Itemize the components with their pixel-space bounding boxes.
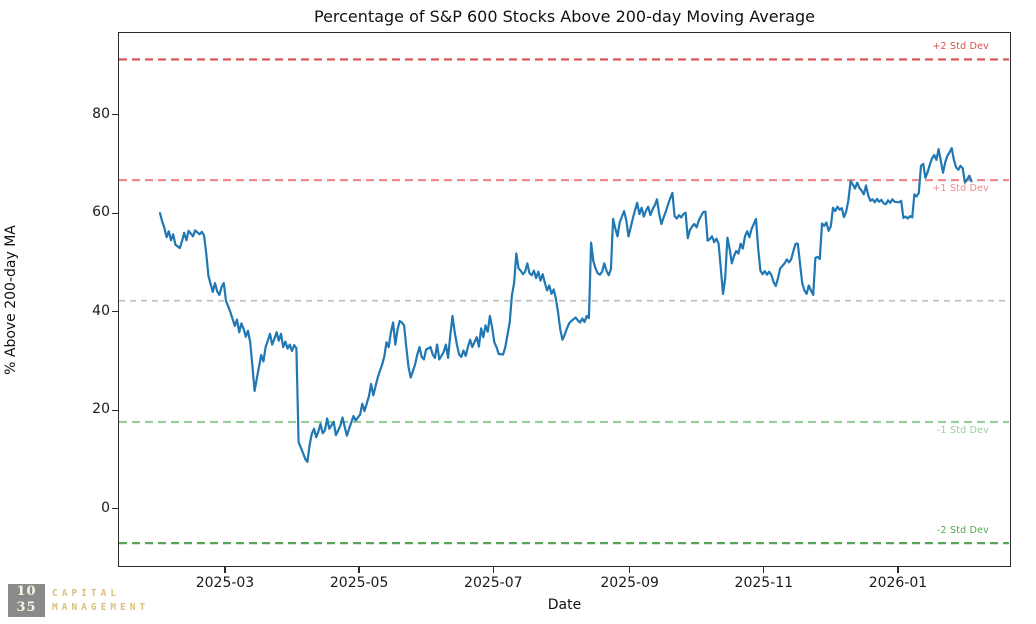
logo-1035-box: 10 35 — [8, 584, 45, 617]
x-tick-label-2025-11: 2025-11 — [734, 575, 794, 591]
logo-capital: CAPITAL — [52, 588, 121, 599]
y-tick-label-20: 20 — [92, 401, 110, 418]
ref-line-label--2-std-dev: +2 Std Dev — [932, 41, 989, 53]
x-tick-mark — [358, 567, 360, 573]
logo-management: MANAGEMENT — [52, 602, 150, 613]
x-tick-label-2025-07: 2025-07 — [464, 575, 523, 591]
x-tick-mark — [492, 567, 494, 573]
logo-box-bottom: 35 — [16, 600, 37, 615]
chart-title: Percentage of S&P 600 Stocks Above 200-d… — [313, 7, 815, 26]
y-tick-label-80: 80 — [92, 105, 110, 122]
x-axis-title: Date — [547, 597, 582, 613]
x-tick-label-2025-09: 2025-09 — [600, 575, 659, 591]
x-tick-label-2025-05: 2025-05 — [329, 575, 389, 591]
ref-line-label--1-std-dev: +1 Std Dev — [932, 183, 989, 195]
y-tick-mark — [112, 508, 118, 510]
x-tick-label-2026-01: 2026-01 — [868, 575, 928, 591]
x-tick-label-2025-03: 2025-03 — [195, 575, 255, 591]
line-chart-svg — [119, 58, 1009, 545]
series-line — [158, 146, 973, 463]
company-logo: 10 35 CAPITAL MANAGEMENT — [8, 584, 149, 617]
x-tick-mark — [763, 567, 765, 573]
y-tick-label-60: 60 — [92, 204, 110, 221]
y-axis-title: % Above 200-day MA — [3, 225, 19, 375]
x-tick-mark — [628, 567, 631, 573]
y-tick-mark — [112, 311, 118, 313]
y-tick-label-0: 0 — [101, 499, 110, 516]
ref-line-label--1-std-dev: -1 Std Dev — [936, 424, 989, 436]
x-tick-mark — [897, 567, 899, 573]
ref-line-label--2-std-dev: -2 Std Dev — [936, 525, 989, 537]
y-tick-mark — [112, 212, 118, 214]
y-tick-mark — [112, 114, 118, 116]
y-tick-mark — [112, 409, 118, 411]
x-tick-mark — [224, 567, 226, 573]
logo-box-top: 10 — [16, 584, 37, 599]
logo-wordmark: CAPITAL MANAGEMENT — [52, 584, 149, 615]
chart-plot-area — [118, 32, 1011, 567]
y-tick-label-40: 40 — [92, 302, 110, 319]
